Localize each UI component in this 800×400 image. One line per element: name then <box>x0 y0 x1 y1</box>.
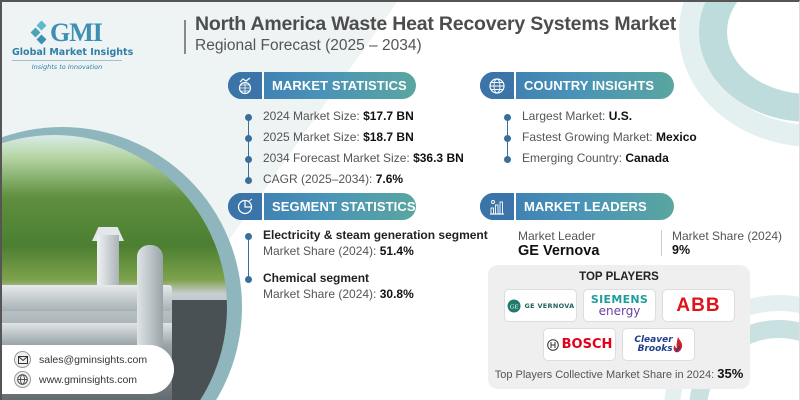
list-item: CAGR (2025–2034): 7.6% <box>245 172 464 193</box>
envelope-icon <box>14 351 31 368</box>
ge-monogram-icon: GE <box>507 299 521 312</box>
country-insights-list: Largest Market: U.S. Fastest Growing Mar… <box>504 109 697 172</box>
country-insights-header: COUNTRY INSIGHTS <box>480 72 674 99</box>
bosch-armature-icon <box>546 338 559 351</box>
market-statistics-header: MARKET STATISTICS <box>228 72 416 99</box>
list-item: Electricity & steam generation segment <box>245 228 488 244</box>
list-item: Chemical segment <box>245 271 488 287</box>
section-heading: MARKET LEADERS <box>524 199 647 214</box>
top-players-share: Top Players Collective Market Share in 2… <box>494 366 744 381</box>
list-item: 2025 Market Size: $18.7 BN <box>245 130 464 151</box>
section-heading: MARKET STATISTICS <box>272 78 407 93</box>
gmi-logo[interactable]: GMI Global Market Insights Insights to I… <box>12 18 133 71</box>
bar-chart-people-icon <box>480 193 516 220</box>
top-players-heading: TOP PLAYERS <box>579 271 659 283</box>
top-players-panel: TOP PLAYERS GE GE VERNOVA SIEMENS energy… <box>488 265 750 389</box>
market-leader-share: Market Share (2024) 9% <box>672 229 782 257</box>
email-link[interactable]: sales@gminsights.com <box>14 351 147 368</box>
brand-logo-abb: ABB <box>662 289 735 322</box>
globe-icon <box>14 371 31 388</box>
market-leader-value: GE Vernova <box>518 243 600 259</box>
brand-logo-cleaver-brooks: Cleaver Brooks <box>622 328 695 361</box>
globe-icon <box>480 72 516 99</box>
market-share-value: 9% <box>672 243 691 257</box>
divider <box>661 230 662 256</box>
list-item: 2034 Forecast Market Size: $36.3 BN <box>245 151 464 172</box>
market-leaders-header: MARKET LEADERS <box>480 193 674 220</box>
flame-icon <box>673 336 682 352</box>
brand-logo-bosch: BOSCH <box>543 328 616 361</box>
brand-logo-siemens-energy: SIEMENS energy <box>583 289 656 322</box>
list-item-value: Market Share (2024): 30.8% <box>263 287 414 301</box>
title-divider <box>184 20 186 54</box>
logo-tagline: Insights to Innovation <box>31 63 103 71</box>
market-leader-label: Market Leader <box>518 229 596 243</box>
logo-mark: GMI <box>50 18 103 47</box>
section-heading: SEGMENT STATISTICS <box>272 199 416 214</box>
market-share-label: Market Share (2024) <box>672 229 783 243</box>
logo-name: Global Market Insights <box>12 47 133 61</box>
globe-chart-icon <box>228 72 264 99</box>
market-statistics-list: 2024 Market Size: $17.7 BN 2025 Market S… <box>245 109 464 193</box>
website-link[interactable]: www.gminsights.com <box>14 371 137 388</box>
brand-logo-ge-vernova: GE GE VERNOVA <box>504 289 577 322</box>
pie-chart-icon <box>228 193 264 220</box>
list-item: Fastest Growing Market: Mexico <box>504 130 697 151</box>
contact-panel: sales@gminsights.com www.gminsights.com <box>2 345 174 394</box>
segment-statistics-list: Electricity & steam generation segment M… <box>245 228 488 303</box>
page-title: North America Waste Heat Recovery System… <box>195 13 676 35</box>
list-item: 2024 Market Size: $17.7 BN <box>245 109 464 130</box>
segment-statistics-header: SEGMENT STATISTICS <box>228 193 416 220</box>
list-item: Emerging Country: Canada <box>504 151 697 172</box>
svg-text:GE: GE <box>509 303 518 310</box>
page-subtitle: Regional Forecast (2025 – 2034) <box>195 37 422 54</box>
list-item: Largest Market: U.S. <box>504 109 697 130</box>
list-item-value: Market Share (2024): 51.4% <box>263 244 414 258</box>
diamond-icon <box>30 20 48 45</box>
market-leader: Market Leader GE Vernova <box>518 229 599 259</box>
section-heading: COUNTRY INSIGHTS <box>524 78 655 93</box>
